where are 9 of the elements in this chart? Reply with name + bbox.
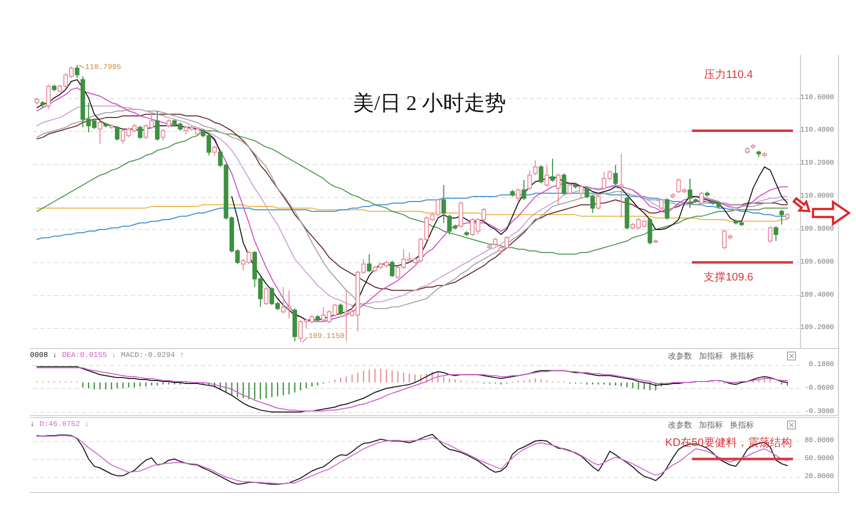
- annotation: 改参数: [668, 420, 692, 430]
- annotation: 换指标: [730, 352, 754, 360]
- ref-line-label: 压力110.4: [704, 68, 753, 82]
- text: 美/日 2 小时走势: [353, 91, 506, 115]
- annotation: 加指标: [699, 352, 723, 360]
- ref-line-label: 支撑109.6: [704, 270, 754, 284]
- annotation: 加指标: [699, 420, 723, 430]
- annotation: 换指标: [730, 420, 754, 430]
- annotation: 改参数: [668, 352, 692, 360]
